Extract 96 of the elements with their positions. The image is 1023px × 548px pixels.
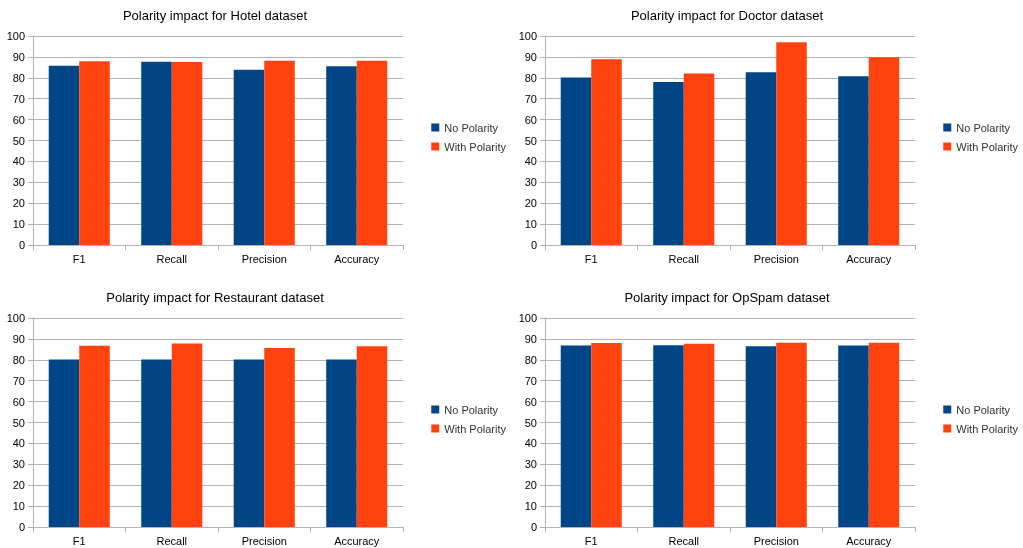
y-tick-label: 80: [524, 353, 537, 366]
x-tick-label: Precision: [241, 534, 287, 547]
x-tick-label: Accuracy: [846, 252, 892, 265]
bar: [141, 359, 172, 527]
legend-label: No Polarity: [956, 403, 1011, 416]
bar: [79, 345, 110, 527]
y-tick-label: 80: [12, 353, 25, 366]
chart-title: Polarity impact for Hotel dataset: [122, 8, 308, 23]
bar: [591, 59, 622, 245]
y-tick-label: 90: [524, 50, 537, 63]
y-tick-label: 100: [6, 30, 25, 42]
y-tick-label: 0: [530, 239, 537, 251]
bar: [48, 359, 80, 527]
chart-title: Polarity impact for Doctor dataset: [630, 8, 824, 23]
x-tick-label: Recall: [156, 534, 188, 547]
y-tick-label: 0: [530, 521, 537, 533]
y-tick-label: 20: [524, 197, 537, 210]
y-tick-label: 30: [524, 458, 537, 471]
bar: [745, 72, 777, 245]
y-tick-label: 70: [12, 374, 25, 387]
y-tick-label: 40: [12, 437, 25, 450]
y-tick-label: 40: [12, 155, 25, 168]
y-tick-label: 40: [524, 155, 537, 168]
y-tick-label: 30: [12, 176, 25, 189]
bar: [233, 359, 265, 527]
y-tick-label: 90: [12, 332, 25, 345]
legend-label: With Polarity: [444, 140, 507, 153]
bar: [776, 42, 807, 245]
bar: [356, 60, 388, 245]
chart-title: Polarity impact for OpSpam dataset: [624, 290, 830, 305]
x-tick-label: Precision: [241, 252, 287, 265]
y-tick-label: 100: [6, 312, 25, 324]
x-tick-label: Accuracy: [846, 534, 892, 547]
bar: [171, 61, 203, 245]
bar: [683, 73, 715, 245]
x-tick-label: Recall: [668, 252, 700, 265]
y-tick-label: 20: [12, 197, 25, 210]
y-tick-label: 90: [524, 332, 537, 345]
y-tick-label: 70: [524, 374, 537, 387]
x-tick-label: Precision: [753, 252, 799, 265]
y-tick-label: 80: [12, 71, 25, 84]
bar: [141, 61, 172, 245]
y-tick-label: 10: [12, 500, 25, 513]
y-tick-label: 50: [12, 416, 25, 429]
y-tick-label: 20: [524, 479, 537, 492]
y-tick-label: 40: [524, 437, 537, 450]
bar: [653, 81, 684, 245]
x-tick-label: Accuracy: [334, 252, 380, 265]
x-tick-label: Recall: [156, 252, 188, 265]
y-tick-label: 90: [12, 50, 25, 63]
y-tick-label: 30: [12, 458, 25, 471]
bar: [264, 60, 295, 245]
y-tick-label: 30: [524, 176, 537, 189]
y-tick-label: 0: [18, 521, 25, 533]
x-tick-label: Recall: [668, 534, 700, 547]
y-tick-label: 50: [12, 134, 25, 147]
legend-label: No Polarity: [956, 121, 1011, 134]
bar: [560, 77, 592, 245]
y-tick-label: 80: [524, 71, 537, 84]
x-tick-label: Precision: [753, 534, 799, 547]
y-tick-label: 70: [12, 92, 25, 105]
x-tick-label: F1: [584, 252, 598, 265]
legend-label: With Polarity: [444, 422, 507, 435]
x-tick-label: F1: [72, 252, 86, 265]
bar: [868, 57, 900, 245]
y-tick-label: 0: [18, 239, 25, 251]
bar: [171, 343, 203, 527]
y-tick-label: 50: [524, 134, 537, 147]
y-tick-label: 70: [524, 92, 537, 105]
y-tick-label: 100: [518, 30, 537, 42]
y-tick-label: 60: [12, 395, 25, 408]
y-tick-label: 10: [524, 218, 537, 231]
y-tick-label: 100: [518, 312, 537, 324]
bar: [79, 61, 110, 245]
legend-label: No Polarity: [444, 403, 499, 416]
y-tick-label: 60: [524, 395, 537, 408]
y-tick-label: 50: [524, 416, 537, 429]
y-tick-label: 10: [12, 218, 25, 231]
bar: [264, 348, 295, 527]
x-tick-label: F1: [584, 534, 598, 547]
bar: [233, 69, 265, 245]
bar: [48, 65, 80, 245]
y-tick-label: 60: [524, 113, 537, 126]
bar: [356, 346, 388, 527]
legend-label: With Polarity: [956, 422, 1019, 435]
legend-label: No Polarity: [444, 121, 499, 134]
bar: [326, 359, 357, 527]
y-tick-label: 60: [12, 113, 25, 126]
bar: [838, 76, 869, 245]
x-tick-label: F1: [72, 534, 86, 547]
legend-label: With Polarity: [956, 140, 1019, 153]
bar: [326, 66, 357, 245]
y-tick-label: 20: [12, 479, 25, 492]
chart-title: Polarity impact for Restaurant dataset: [106, 290, 325, 305]
x-tick-label: Accuracy: [334, 534, 380, 547]
y-tick-label: 10: [524, 500, 537, 513]
